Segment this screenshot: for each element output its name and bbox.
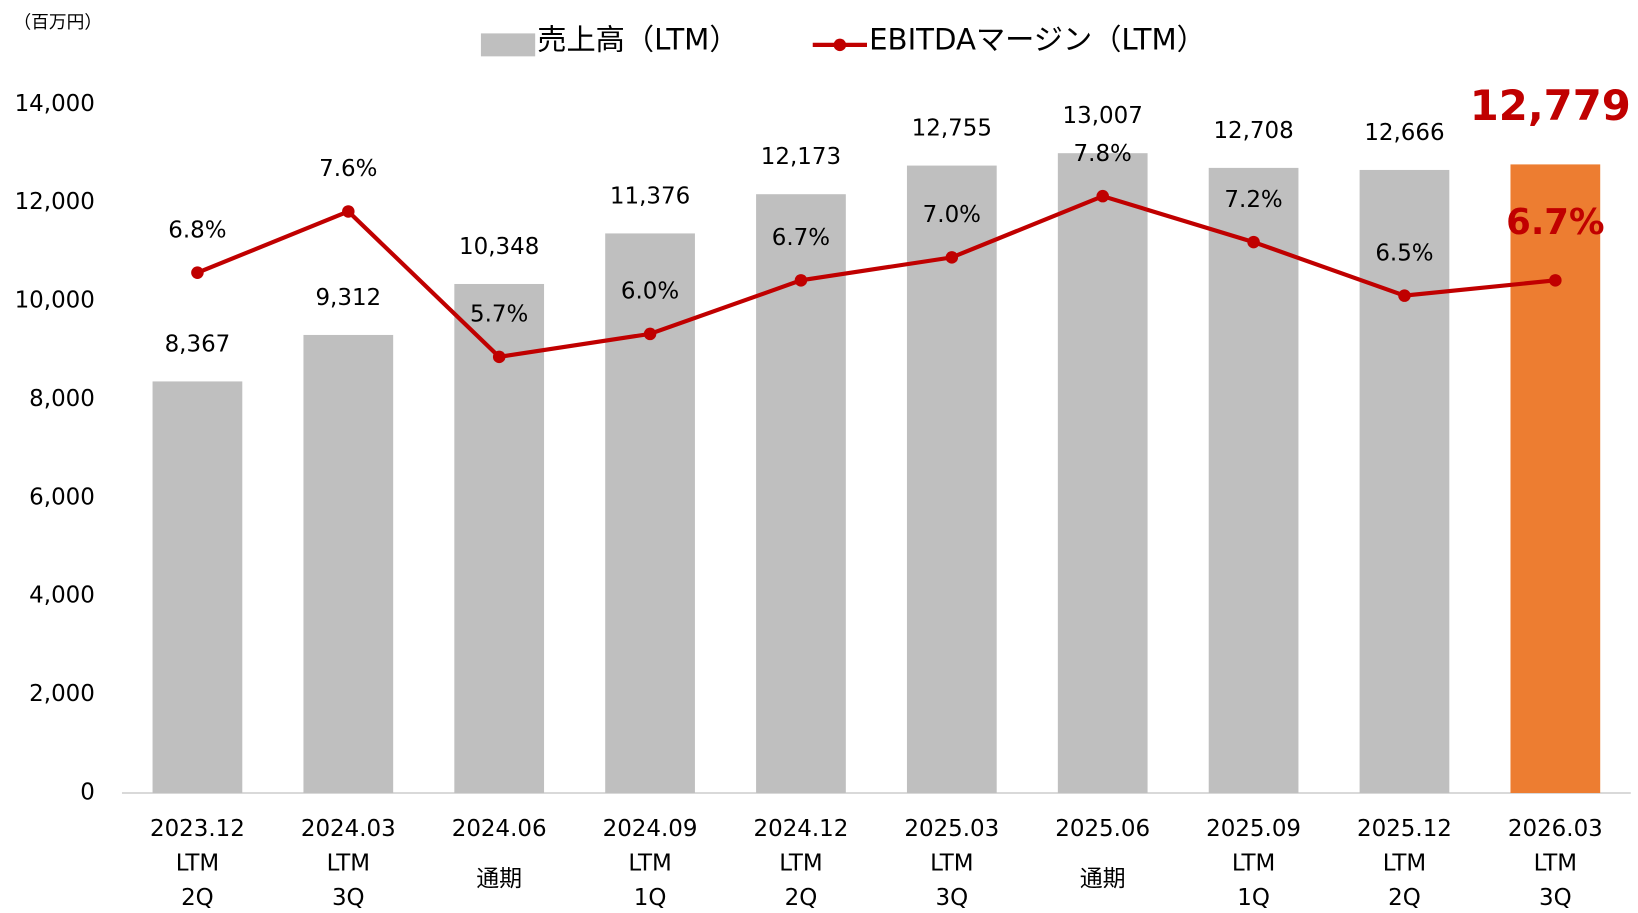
bar	[152, 381, 243, 794]
y-tick-label: 4,000	[29, 583, 95, 609]
y-tick-label: 14,000	[15, 91, 95, 117]
bar	[605, 233, 695, 794]
x-tick-label: LTM	[1534, 850, 1577, 876]
line-value-label: 7.8%	[1074, 141, 1132, 167]
bar	[454, 283, 545, 794]
bar	[1510, 164, 1601, 794]
line-value-label: 7.6%	[319, 156, 377, 182]
bar-value-label: 10,348	[459, 234, 539, 260]
x-tick-label: 3Q	[1539, 885, 1572, 911]
line-value-label: 6.8%	[168, 217, 226, 243]
line	[196, 193, 1556, 360]
bar-value-label: 13,007	[1063, 103, 1143, 129]
x-tick-label: LTM	[628, 850, 671, 876]
x-tick-label: 1Q	[1237, 885, 1270, 911]
line-marker	[1247, 235, 1260, 249]
bar-value-label: 12,779	[1470, 81, 1631, 130]
bar	[1208, 167, 1299, 794]
bar-value-label: 8,367	[165, 331, 231, 357]
bar	[906, 165, 997, 794]
bar-value-label: 9,312	[315, 285, 381, 311]
x-tick-label: LTM	[1383, 850, 1426, 876]
legend-label: 売上高（LTM）	[537, 23, 738, 57]
x-tick-label: LTM	[176, 850, 219, 876]
y-tick-label: 10,000	[15, 288, 95, 314]
x-tick-label: 2023.12	[150, 816, 245, 842]
x-tick-label: 2025.03	[904, 816, 999, 842]
x-tick-label: 2024.03	[301, 816, 396, 842]
line-marker	[1398, 289, 1411, 302]
y-tick-label: 2,000	[29, 681, 95, 707]
bar-value-label: 11,376	[610, 183, 690, 209]
line-value-label: 6.7%	[772, 225, 830, 251]
x-tick-label: 通期	[1080, 866, 1126, 892]
y-tick-label: 0	[80, 780, 95, 806]
y-tick-label: 8,000	[29, 386, 95, 412]
y-tick-label: 12,000	[15, 189, 95, 215]
x-tick-label: LTM	[930, 850, 973, 876]
bar	[756, 194, 846, 794]
y-tick-label: 6,000	[29, 484, 95, 510]
x-tick-label: 2024.06	[452, 816, 547, 842]
x-tick-label: 3Q	[332, 885, 365, 911]
x-tick-label: 1Q	[634, 885, 667, 911]
line-value-label: 7.0%	[923, 202, 981, 228]
line-marker	[342, 205, 355, 218]
x-tick-label: 2024.12	[754, 816, 849, 842]
line-value-label: 6.7%	[1506, 202, 1604, 243]
bar-value-label: 12,666	[1364, 120, 1444, 146]
x-tick-label: LTM	[327, 850, 370, 876]
bar	[1359, 169, 1450, 794]
line-marker	[945, 251, 959, 264]
x-tick-label: LTM	[1232, 850, 1275, 876]
x-tick-label: 通期	[476, 866, 522, 892]
x-tick-label: 2025.09	[1206, 816, 1301, 842]
x-tick-label: 2025.12	[1357, 816, 1452, 842]
legend-swatch	[480, 33, 536, 57]
legend-swatch	[833, 38, 847, 52]
line-value-label: 5.7%	[470, 302, 528, 328]
line-value-label: 6.5%	[1375, 240, 1433, 266]
line-value-label: 6.0%	[621, 279, 679, 305]
x-tick-label: 2Q	[1388, 885, 1421, 911]
bar	[303, 334, 394, 794]
bar-value-label: 12,708	[1213, 118, 1293, 144]
line-marker	[794, 274, 808, 287]
bar-value-label: 12,755	[912, 116, 992, 142]
bar	[1057, 153, 1148, 794]
x-tick-label: 2025.06	[1055, 816, 1150, 842]
line-marker	[1096, 189, 1109, 203]
legend-label: EBITDAマージン（LTM）	[869, 23, 1206, 57]
line-marker	[191, 266, 204, 279]
line-value-label: 7.2%	[1224, 187, 1282, 213]
x-tick-label: 3Q	[936, 885, 969, 911]
unit-label: （百万円）	[13, 13, 102, 33]
bar-value-label: 12,173	[761, 144, 841, 170]
x-tick-label: 2Q	[785, 885, 818, 911]
x-tick-label: 2026.03	[1508, 816, 1603, 842]
x-tick-label: 2024.09	[603, 816, 698, 842]
line-marker	[1549, 274, 1562, 287]
x-tick-label: LTM	[779, 850, 822, 876]
x-tick-label: 2Q	[181, 885, 214, 911]
line-marker	[643, 327, 657, 341]
line-marker	[492, 350, 506, 364]
